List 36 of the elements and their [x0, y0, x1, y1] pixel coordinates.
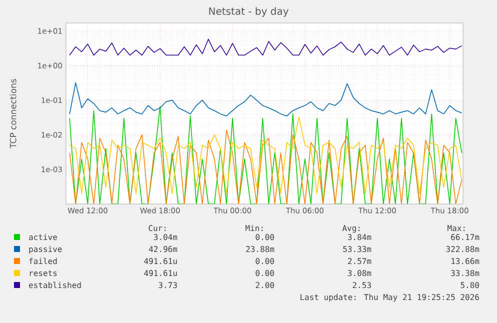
text: 2.57m [348, 258, 372, 264]
text: 0.00 [256, 258, 274, 264]
text: 42.96m [148, 246, 178, 252]
text: 2.00 [256, 282, 274, 288]
text: Avg: [342, 225, 360, 233]
text: 33.38m [451, 270, 480, 276]
line-series [69, 82, 462, 116]
text: 53.33m [343, 246, 372, 252]
line-series [69, 106, 462, 204]
legend-label: active [29, 234, 57, 240]
chart-title: Netstat - by day [209, 7, 288, 17]
text: 23.88m [246, 246, 274, 252]
legend-label: failed [29, 258, 57, 264]
y-axis-title: TCP connections [10, 79, 16, 148]
text: 5.80 [460, 282, 479, 288]
text: 2.53 [352, 282, 371, 288]
text: Min: [246, 224, 263, 231]
text: 13.66m [452, 258, 480, 264]
text: Cur: [148, 225, 166, 232]
text: 3.73 [158, 282, 177, 288]
text: 3.04m [154, 234, 178, 240]
text: 491.61u [144, 258, 177, 264]
line-series [69, 130, 462, 204]
text: 491.61u [144, 270, 177, 276]
text: 322.88m [446, 246, 480, 252]
legend-label: passive [29, 246, 62, 254]
legend-label: established [29, 282, 81, 288]
text: 3.84m [348, 234, 372, 240]
line-series [69, 116, 462, 194]
text: 66.17m [451, 234, 480, 240]
text: Max: [448, 225, 465, 232]
text: Last update: Thu May 21 19:25:25 2026 [300, 294, 479, 302]
text: 0.00 [256, 234, 274, 240]
text: 3.08m [348, 270, 372, 276]
text: 0.00 [256, 270, 274, 276]
legend-label: resets [30, 270, 57, 276]
